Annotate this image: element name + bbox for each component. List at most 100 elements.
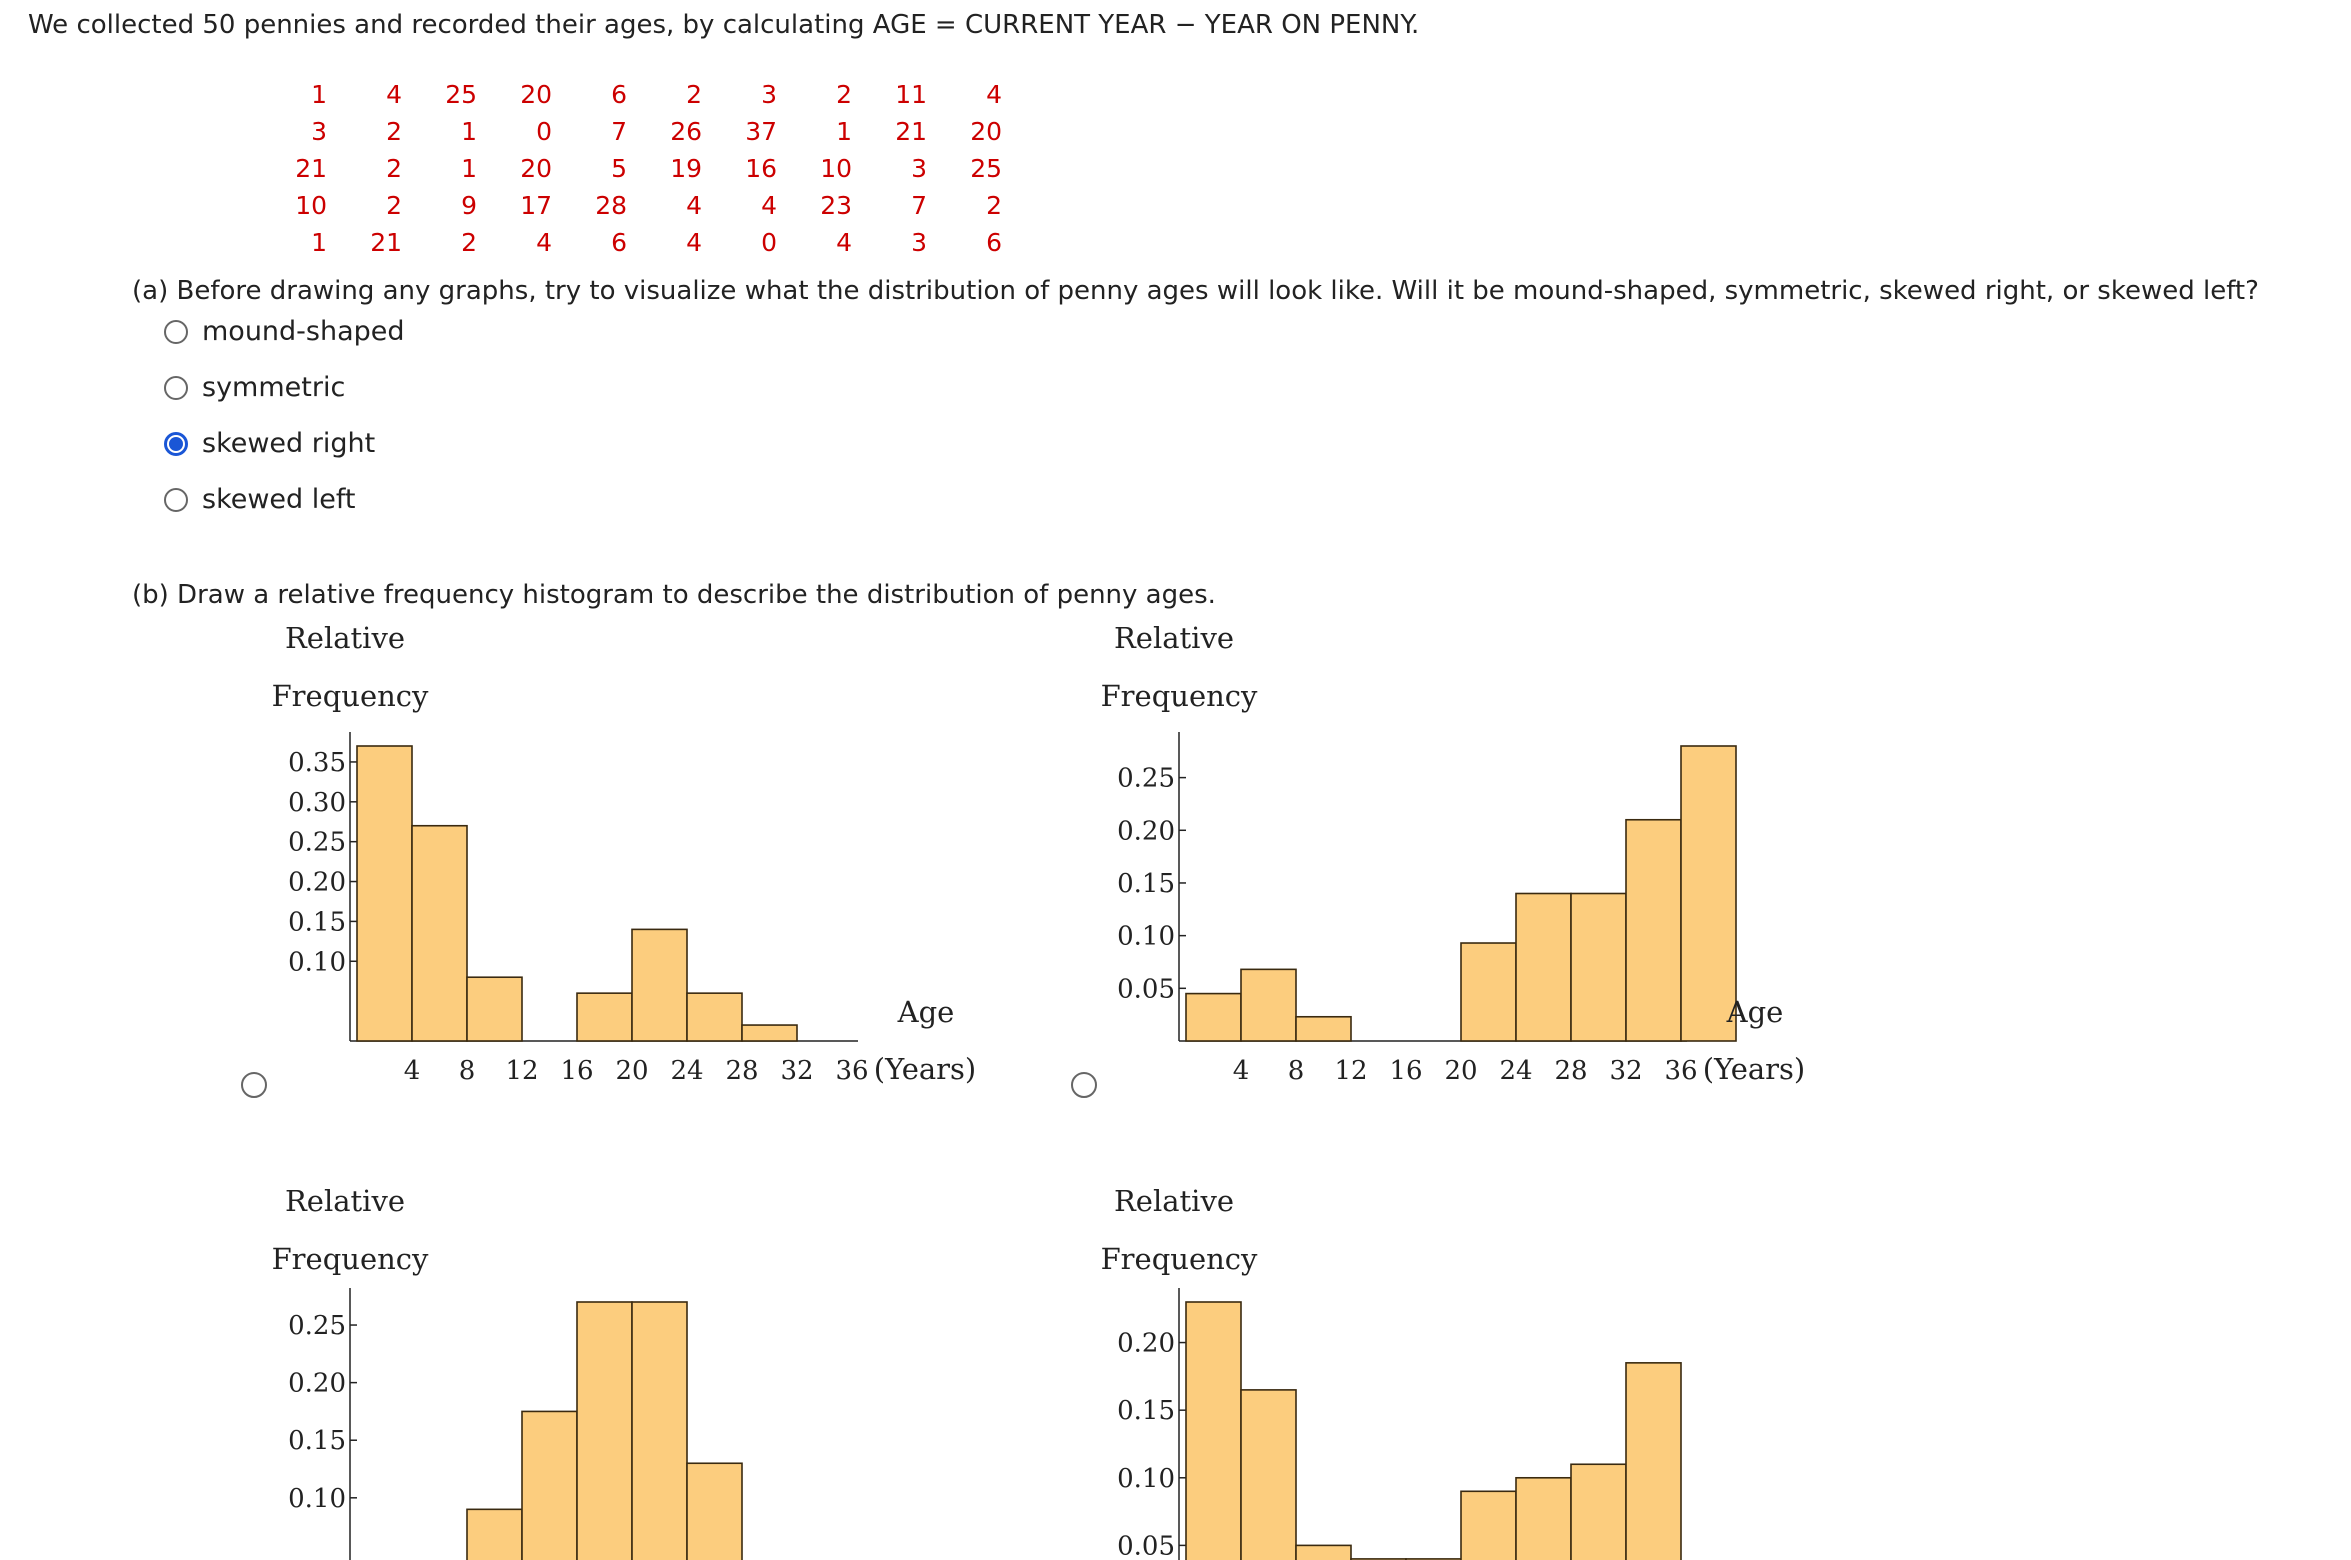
histogram-bar xyxy=(1295,1015,1352,1042)
x-tick-label: 4 xyxy=(1233,1056,1250,1086)
y-tick-label: 0.25 xyxy=(288,1311,346,1341)
histogram-bar xyxy=(1570,1463,1627,1560)
x-tick-label: 4 xyxy=(404,1056,421,1086)
ages-row: 1 21 2 4 6 4 0 4 3 6 xyxy=(252,224,1002,261)
option-label: skewed left xyxy=(202,484,356,515)
age-cell: 3 xyxy=(761,80,777,109)
histogram-option-2-radio[interactable] xyxy=(1071,1072,1097,1098)
histogram-bar xyxy=(686,992,743,1042)
x-axis-label: Age xyxy=(1726,995,1784,1029)
histogram-bar xyxy=(466,976,523,1042)
age-cell: 20 xyxy=(520,154,552,183)
y-tick-label: 0.05 xyxy=(1117,1531,1175,1560)
histogram-bar xyxy=(356,745,413,1042)
age-cell: 9 xyxy=(461,191,477,220)
y-tick-label: 0.30 xyxy=(288,788,346,818)
y-tick-label: 0.35 xyxy=(288,748,346,778)
x-axis-label: (Years) xyxy=(874,1052,976,1086)
histogram-bar xyxy=(1515,1476,1572,1560)
histogram-bar xyxy=(631,1301,688,1560)
x-axis-label: (Years) xyxy=(1703,1052,1805,1086)
x-tick-label: 28 xyxy=(725,1056,758,1086)
part-b-question: (b) Draw a relative frequency histogram … xyxy=(132,580,1216,610)
age-cell: 26 xyxy=(670,117,702,146)
age-cell: 10 xyxy=(820,154,852,183)
age-cell: 3 xyxy=(911,228,927,257)
age-cell: 23 xyxy=(820,191,852,220)
age-cell: 2 xyxy=(386,117,402,146)
age-cell: 10 xyxy=(295,191,327,220)
x-tick-label: 8 xyxy=(459,1056,476,1086)
histogram-option-1-radio[interactable] xyxy=(241,1072,267,1098)
option-label: symmetric xyxy=(202,372,346,403)
histogram-bar xyxy=(1295,1544,1352,1560)
intro-text: We collected 50 pennies and recorded the… xyxy=(28,10,1420,40)
radio-button[interactable] xyxy=(164,319,188,344)
histogram-1-svg: Relative Frequency 0.10 0.15 0.20 0.25 0.30 0.3… xyxy=(272,621,977,1086)
age-cell: 1 xyxy=(836,117,852,146)
histogram-option-3: Relative Frequency 0.10 0.15 0.20 0.25 xyxy=(250,1183,1010,1560)
x-tick-label: 32 xyxy=(1609,1056,1642,1086)
x-axis-label: Age xyxy=(897,995,955,1029)
age-cell: 11 xyxy=(895,80,927,109)
y-axis-label: Frequency xyxy=(1101,679,1258,713)
option-skewed-left[interactable]: skewed left xyxy=(164,484,356,515)
age-cell: 2 xyxy=(836,80,852,109)
histogram-bar xyxy=(1460,942,1517,1042)
age-cell: 6 xyxy=(611,228,627,257)
option-mound-shaped[interactable]: mound-shaped xyxy=(164,316,405,347)
option-symmetric[interactable]: symmetric xyxy=(164,372,345,403)
age-cell: 19 xyxy=(670,154,702,183)
age-cell: 25 xyxy=(970,154,1002,183)
age-cell: 4 xyxy=(686,191,702,220)
option-skewed-right[interactable]: skewed right xyxy=(164,428,375,459)
histogram-bar xyxy=(1625,818,1682,1042)
age-cell: 2 xyxy=(461,228,477,257)
x-tick-label: 12 xyxy=(1334,1056,1367,1086)
x-tick-label: 36 xyxy=(1664,1056,1697,1086)
y-tick-label: 0.20 xyxy=(288,868,346,898)
age-cell: 17 xyxy=(520,191,552,220)
histogram-bar xyxy=(521,1410,578,1560)
histogram-option-1: Relative Frequency 0.10 0.15 0.20 0.25 0.30 0.3… xyxy=(250,620,1010,1104)
age-cell: 2 xyxy=(386,154,402,183)
ages-row: 1 4 25 20 6 2 3 2 11 4 xyxy=(252,76,1002,113)
histogram-bar xyxy=(1240,1389,1297,1560)
x-tick-label: 20 xyxy=(615,1056,648,1086)
histogram-option-4: Relative Frequency 0.05 0.10 0.15 0.20 xyxy=(1079,1183,1839,1560)
y-tick-label: 0.10 xyxy=(1117,922,1175,952)
penny-ages-table: 1 4 25 20 6 2 3 2 11 4 3 2 1 0 7 26 37 1 21 20 21 2 1 20 5 19 16 10… xyxy=(252,76,1002,261)
age-cell: 21 xyxy=(895,117,927,146)
y-axis-label: Relative xyxy=(285,621,405,655)
age-cell: 0 xyxy=(536,117,552,146)
x-tick-label: 8 xyxy=(1288,1056,1305,1086)
radio-button[interactable] xyxy=(164,375,188,400)
histogram-bar xyxy=(686,1462,743,1560)
y-tick-label: 0.15 xyxy=(1117,1396,1175,1426)
age-cell: 7 xyxy=(911,191,927,220)
x-tick-label: 32 xyxy=(780,1056,813,1086)
histogram-3-svg: Relative Frequency 0.10 0.15 0.20 0.25 xyxy=(272,1184,743,1560)
y-tick-label: 0.15 xyxy=(288,1426,346,1456)
y-tick-label: 0.10 xyxy=(288,947,346,977)
histogram-bar xyxy=(411,824,468,1042)
age-cell: 28 xyxy=(595,191,627,220)
y-tick-label: 0.05 xyxy=(1117,974,1175,1004)
radio-button[interactable] xyxy=(164,487,188,512)
histogram-bar xyxy=(576,1301,633,1560)
age-cell: 7 xyxy=(611,117,627,146)
radio-button-selected[interactable] xyxy=(164,431,188,456)
y-tick-label: 0.25 xyxy=(1117,764,1175,794)
age-cell: 2 xyxy=(686,80,702,109)
y-axis-label: Frequency xyxy=(272,1242,429,1276)
age-cell: 2 xyxy=(386,191,402,220)
age-cell: 6 xyxy=(611,80,627,109)
y-tick-label: 0.10 xyxy=(288,1484,346,1514)
option-label: skewed right xyxy=(202,428,376,459)
age-cell: 1 xyxy=(461,117,477,146)
age-cell: 20 xyxy=(520,80,552,109)
y-tick-label: 0.20 xyxy=(288,1369,346,1399)
age-cell: 3 xyxy=(311,117,327,146)
histogram-4-svg: Relative Frequency 0.05 0.10 0.15 0.20 xyxy=(1101,1184,1682,1560)
